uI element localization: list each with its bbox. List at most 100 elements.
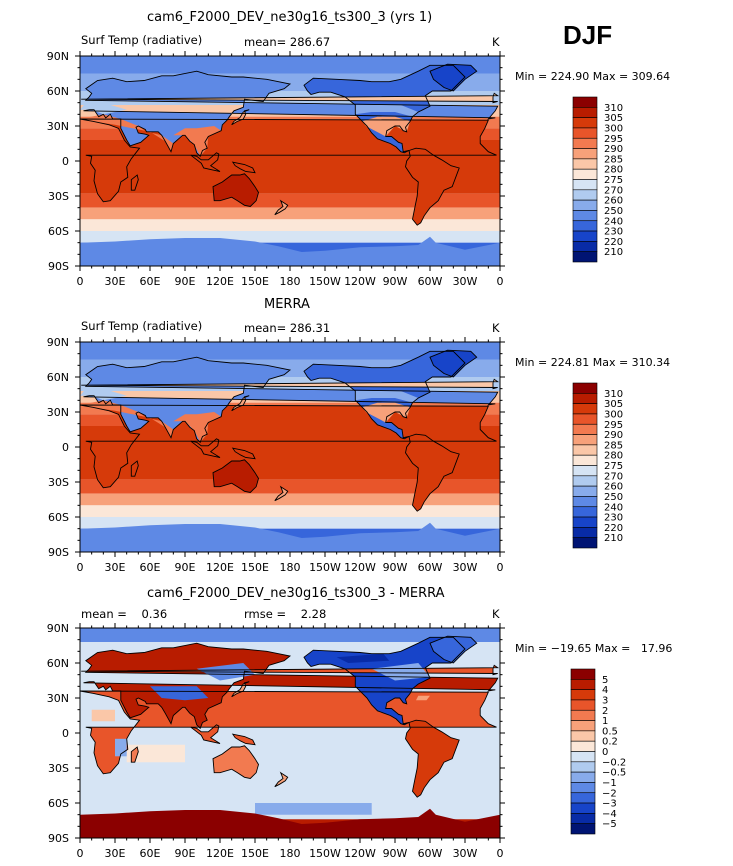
coastline-indonesia [190, 152, 221, 172]
map-band [80, 207, 500, 220]
colorbar-swatch [572, 107, 598, 118]
map-band [80, 56, 500, 74]
y-tick-label: 90N [47, 622, 69, 635]
panel-1-title: cam6_F2000_DEV_ne30g16_ts300_3 (yrs 1) [147, 10, 433, 25]
land-antarctica [80, 522, 500, 552]
map-field [80, 628, 500, 838]
colorbar-swatch [572, 393, 598, 404]
colorbar-swatch [572, 465, 598, 477]
panel-1-units-label: K [492, 35, 500, 49]
colorbar-swatch [572, 230, 598, 242]
colorbar-swatch [572, 251, 598, 263]
x-tick-label: 90W [383, 561, 408, 574]
colorbar-label: 1 [602, 716, 608, 727]
coastline-northamerica [303, 636, 466, 726]
land-greenland [430, 350, 477, 377]
colorbar-label: 275 [604, 175, 623, 186]
coastline-madagascar [130, 174, 139, 191]
coastline-newguinea [231, 447, 256, 460]
x-tick-label: 0 [497, 847, 504, 860]
land-region [362, 116, 411, 137]
y-tick-label: 30N [47, 406, 69, 419]
colorbar-label: 3 [602, 695, 608, 706]
y-tick-label: 90S [48, 832, 69, 845]
x-tick-label: 120W [344, 561, 376, 574]
land-greenland [430, 64, 477, 91]
colorbar-swatch [572, 168, 598, 180]
y-tick-label: 60N [47, 657, 69, 670]
x-tick-label: 120W [344, 847, 376, 860]
map-band [80, 231, 500, 243]
panel-2-mean-label: mean= 286.31 [244, 321, 331, 335]
x-tick-label: 60E [140, 275, 161, 288]
x-tick-label: 180 [280, 275, 301, 288]
colorbar-label: 270 [604, 185, 623, 196]
land-region [173, 412, 222, 443]
y-tick-label: 60S [48, 225, 69, 238]
y-tick-label: 60N [47, 371, 69, 384]
x-tick-label: 0 [77, 275, 84, 288]
colorbar-label: 5 [602, 675, 608, 686]
colorbar-label: 230 [604, 227, 623, 238]
coastline-africa [79, 118, 497, 203]
panel-1-mean-label: mean= 286.67 [244, 35, 331, 49]
colorbar-swatch [570, 699, 596, 711]
land-greenland [430, 636, 477, 663]
x-tick-label: 60W [418, 561, 443, 574]
land-australia [213, 745, 259, 779]
x-tick-label: 30W [453, 275, 478, 288]
land-newguinea [232, 448, 255, 459]
colorbar-label: 220 [604, 237, 623, 248]
x-tick-label: 0 [497, 275, 504, 288]
x-tick-label: 90E [175, 561, 196, 574]
season-label: DJF [563, 20, 613, 50]
y-tick-label: 30S [48, 762, 69, 775]
colorbar-label: 250 [604, 492, 623, 503]
x-tick-label: 60W [418, 847, 443, 860]
coastline-britain [81, 378, 500, 390]
panel-1-minmax: Min = 224.90 Max = 309.64 [515, 70, 671, 83]
colorbar-swatch [572, 496, 598, 508]
colorbar-swatch [570, 679, 596, 690]
x-tick-label: 30E [105, 847, 126, 860]
x-tick-label: 150W [309, 275, 341, 288]
colorbar-label: −0.5 [602, 768, 626, 779]
colorbar-label: 305 [604, 113, 623, 124]
coastline-southamerica [405, 433, 460, 512]
coastline-madagascar [130, 746, 139, 763]
colorbar-swatch [572, 423, 598, 435]
colorbar-swatch [572, 413, 598, 425]
map-field [80, 342, 500, 552]
ocean-anomaly [255, 803, 372, 815]
colorbar-swatch [572, 210, 598, 222]
colorbar-swatch [572, 241, 598, 252]
x-tick-label: 150W [309, 561, 341, 574]
colorbar-label: 0.2 [602, 737, 618, 748]
coastline-australia [212, 173, 259, 207]
colorbar-label: 0 [602, 747, 608, 758]
coastline-southamerica [405, 147, 460, 226]
x-tick-label: 180 [280, 561, 301, 574]
coastline-greenland [429, 635, 478, 664]
map-panel-1: 0 30E 60E 90E 120E 150E 180 150W 120W 90W 60W 30W 09… [47, 50, 623, 288]
colorbar-swatch [570, 771, 596, 783]
coastline-australia [212, 745, 259, 779]
map-band [80, 219, 500, 231]
coastline-madagascar [130, 460, 139, 477]
colorbar-swatch [570, 823, 596, 835]
coastline-indonesia [190, 438, 221, 458]
colorbar-swatch [572, 179, 598, 191]
y-tick-label: 90N [47, 50, 69, 63]
colorbar-label: 285 [604, 440, 623, 451]
x-tick-label: 90W [383, 847, 408, 860]
map-axes: 0 30E 60E 90E 120E 150E 180 150W 120W 90W 60W 30W 09… [47, 622, 505, 860]
coastline-eurasia [83, 356, 499, 444]
colorbar-swatch [572, 516, 598, 528]
colorbar-label: 295 [604, 134, 623, 145]
x-tick-label: 90E [175, 275, 196, 288]
colorbar-label: −0.2 [602, 757, 626, 768]
land-region [80, 114, 174, 152]
x-tick-label: 0 [77, 561, 84, 574]
colorbar-label: 270 [604, 471, 623, 482]
